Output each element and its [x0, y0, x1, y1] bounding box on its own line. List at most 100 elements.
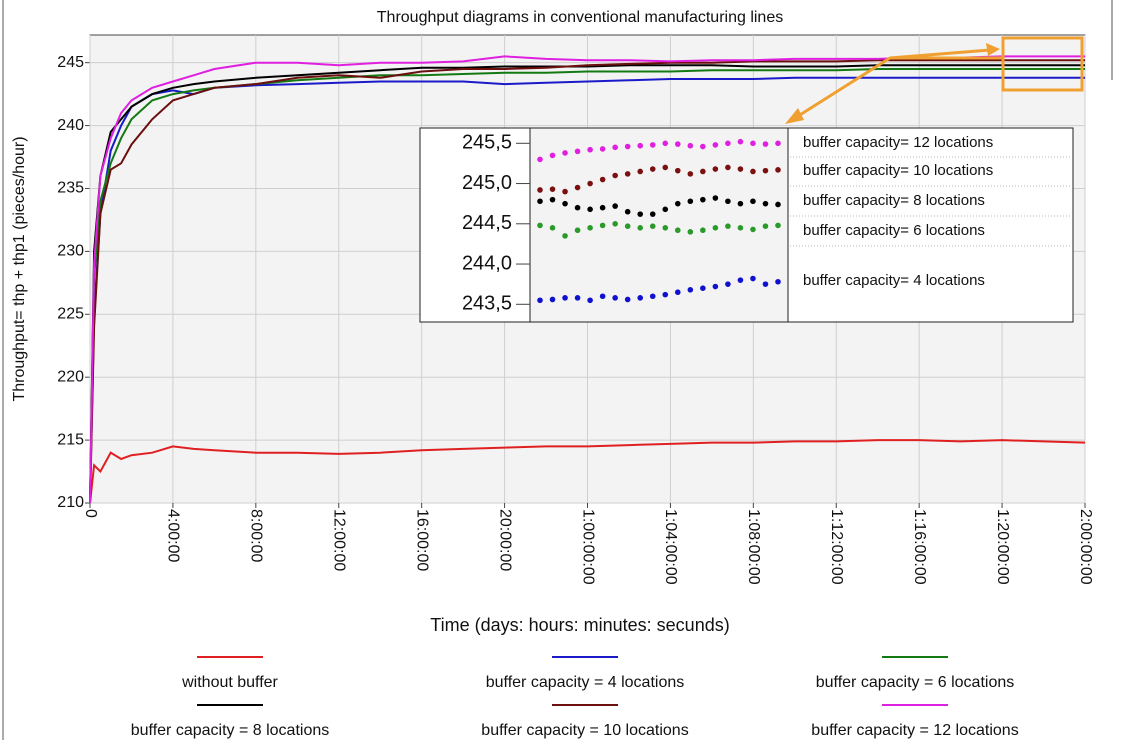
inset-marker — [700, 168, 706, 175]
inset-marker — [750, 198, 756, 205]
y-tick-label: 220 — [57, 368, 84, 385]
legend-label: buffer capacity = 4 locations — [486, 674, 685, 691]
inset-plot-area — [529, 127, 789, 323]
x-tick-label: 2:00:00:00 — [1077, 509, 1094, 585]
inset-marker — [612, 172, 618, 179]
series-line — [89, 439, 1086, 504]
inset-marker — [775, 201, 781, 208]
legend-label: buffer capacity = 10 locations — [481, 722, 688, 739]
inset-marker — [649, 293, 656, 300]
inset-marker — [624, 296, 631, 303]
inset-marker — [700, 143, 706, 150]
inset-y-tick-label: 244,0 — [462, 252, 512, 274]
x-tick-label: 0 — [82, 509, 99, 518]
inset-marker — [662, 225, 669, 231]
inset-marker — [775, 278, 781, 285]
inset-y-tick-label: 243,5 — [462, 293, 512, 315]
inset-marker — [750, 226, 756, 233]
inset-marker — [662, 164, 669, 171]
arrow-head — [785, 108, 804, 124]
inset-marker — [537, 156, 543, 163]
inset-marker — [637, 295, 644, 301]
inset-legend-label: buffer capacity= 4 locations — [803, 272, 985, 289]
inset-marker — [574, 184, 581, 191]
inset-marker — [687, 198, 694, 205]
inset-marker — [587, 297, 593, 304]
inset-marker — [537, 187, 543, 193]
inset-marker — [762, 223, 769, 230]
inset-marker — [737, 166, 744, 172]
legend-label: without buffer — [181, 674, 278, 691]
y-tick-label: 240 — [57, 117, 84, 134]
inset-marker — [674, 141, 681, 147]
zoom-arrow — [889, 48, 991, 60]
x-tick-label: 16:00:00 — [413, 509, 430, 571]
inset-marker — [649, 142, 656, 148]
inset-marker — [562, 150, 568, 156]
inset-marker — [574, 295, 581, 301]
inset-marker — [775, 167, 781, 173]
inset-marker — [700, 227, 706, 234]
inset-marker — [624, 171, 631, 177]
y-tick-label: 210 — [57, 494, 84, 511]
zoom-annotation — [785, 36, 1084, 124]
legend-label: buffer capacity = 12 locations — [811, 722, 1018, 739]
inset-marker — [637, 142, 644, 149]
inset-marker — [537, 297, 543, 304]
inset-marker — [637, 225, 644, 231]
x-tick-label: 1:04:00:00 — [662, 509, 679, 585]
inset-marker — [700, 196, 706, 203]
inset-legend-label: buffer capacity= 10 locations — [803, 162, 993, 179]
inset-marker — [712, 166, 719, 172]
inset-marker — [762, 200, 769, 207]
inset-legend-label: buffer capacity= 6 locations — [803, 222, 985, 239]
inset-marker — [649, 166, 656, 172]
inset-marker — [574, 148, 581, 155]
inset-marker — [637, 211, 644, 217]
y-tick-label: 215 — [57, 431, 84, 448]
x-axis-label: Time (days: hours: minutes: secunds) — [430, 615, 729, 635]
inset-marker — [649, 223, 656, 230]
inset-marker — [599, 176, 606, 183]
inset-marker — [750, 168, 756, 175]
inset-marker — [762, 281, 769, 287]
x-tick-label: 12:00:00 — [331, 509, 348, 571]
inset-marker — [562, 233, 568, 239]
inset-marker — [725, 281, 731, 287]
chart-title: Throughput diagrams in conventional manu… — [377, 9, 783, 26]
inset-marker — [725, 223, 731, 230]
inset-plot: 245,5 245,0 244,5 244,0 243,5 buffer capacity… — [462, 132, 1072, 315]
y-tick-label: 235 — [57, 180, 84, 197]
inset-marker — [674, 289, 681, 296]
inset-marker — [674, 227, 681, 234]
inset-marker — [674, 200, 681, 207]
inset-marker — [612, 144, 618, 151]
inset-marker — [562, 200, 568, 207]
inset-marker — [624, 223, 631, 230]
inset-marker — [587, 225, 593, 231]
inset-marker — [549, 196, 556, 203]
x-tick-label: 1:16:00:00 — [911, 509, 928, 585]
inset-marker — [775, 140, 781, 147]
zoom-box — [1001, 36, 1084, 92]
inset-marker — [649, 211, 656, 217]
y-tick-label: 225 — [57, 306, 84, 323]
x-tick-label: 4:00:00 — [165, 509, 182, 562]
inset-marker — [737, 200, 744, 207]
inset-marker — [687, 229, 694, 235]
inset-marker — [612, 203, 618, 209]
inset-marker — [612, 220, 618, 227]
x-tick-label: 20:00:00 — [496, 509, 513, 571]
inset-marker — [599, 293, 606, 300]
inset-marker — [662, 140, 669, 147]
inset-marker — [687, 171, 694, 177]
x-tick-label: 1:08:00:00 — [745, 509, 762, 585]
inset-marker — [687, 142, 694, 149]
inset-marker — [712, 195, 719, 201]
inset-marker — [712, 225, 719, 231]
inset-marker — [537, 222, 543, 229]
inset-marker — [750, 275, 756, 282]
inset-marker — [549, 225, 556, 231]
inset-marker — [725, 140, 731, 147]
